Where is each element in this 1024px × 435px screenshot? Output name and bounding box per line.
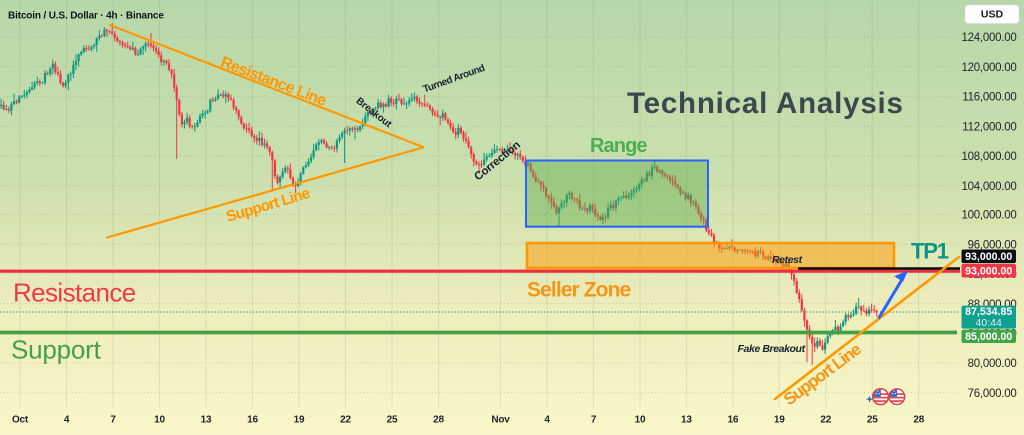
svg-text:100,000.00: 100,000.00 [961,210,1016,222]
svg-text:16: 16 [728,415,739,426]
svg-text:80,000.00: 80,000.00 [968,358,1017,370]
svg-text:124,000.00: 124,000.00 [961,32,1016,44]
svg-text:Technical Analysis: Technical Analysis [627,87,904,120]
svg-text:10: 10 [154,415,165,426]
svg-text:22: 22 [820,415,831,426]
svg-text:120,000.00: 120,000.00 [961,62,1016,74]
svg-text:Resistance: Resistance [13,278,136,308]
svg-text:TP1: TP1 [911,239,949,264]
svg-text:7: 7 [591,415,597,426]
svg-text:4: 4 [64,415,70,426]
svg-text:85,000.00: 85,000.00 [965,331,1012,343]
svg-text:Range: Range [590,135,647,157]
svg-text:13: 13 [201,415,212,426]
svg-text:87,534.85: 87,534.85 [965,306,1012,318]
svg-text:4: 4 [544,415,550,426]
svg-text:25: 25 [387,415,398,426]
svg-text:Nov: Nov [491,415,510,426]
svg-text:10: 10 [635,415,646,426]
svg-text:104,000.00: 104,000.00 [961,181,1016,193]
svg-text:16: 16 [247,415,258,426]
svg-text:Retest: Retest [772,254,803,266]
svg-text:7: 7 [110,415,116,426]
svg-text:96,000.00: 96,000.00 [968,239,1017,251]
svg-text:22: 22 [340,415,351,426]
svg-text:28: 28 [913,415,924,426]
svg-text:19: 19 [774,415,785,426]
svg-text:40:44: 40:44 [976,317,1002,329]
svg-text:108,000.00: 108,000.00 [961,151,1016,163]
svg-text:76,000.00: 76,000.00 [968,388,1017,400]
svg-text:93,000.00: 93,000.00 [965,266,1012,278]
svg-text:Fake Breakout: Fake Breakout [738,343,806,355]
svg-text:Support: Support [11,335,102,365]
svg-text:Seller Zone: Seller Zone [527,279,631,302]
svg-text:Bitcoin / U.S. Dollar · 4h · B: Bitcoin / U.S. Dollar · 4h · Binance [8,11,164,22]
svg-text:Oct: Oct [12,415,29,426]
svg-text:116,000.00: 116,000.00 [962,92,1016,104]
svg-text:28: 28 [433,415,444,426]
svg-text:USD: USD [981,9,1004,21]
svg-text:25: 25 [867,415,878,426]
svg-text:13: 13 [681,415,692,426]
svg-text:112,000.00: 112,000.00 [962,121,1016,133]
svg-text:19: 19 [294,415,305,426]
svg-text:93,000.00: 93,000.00 [965,251,1012,263]
